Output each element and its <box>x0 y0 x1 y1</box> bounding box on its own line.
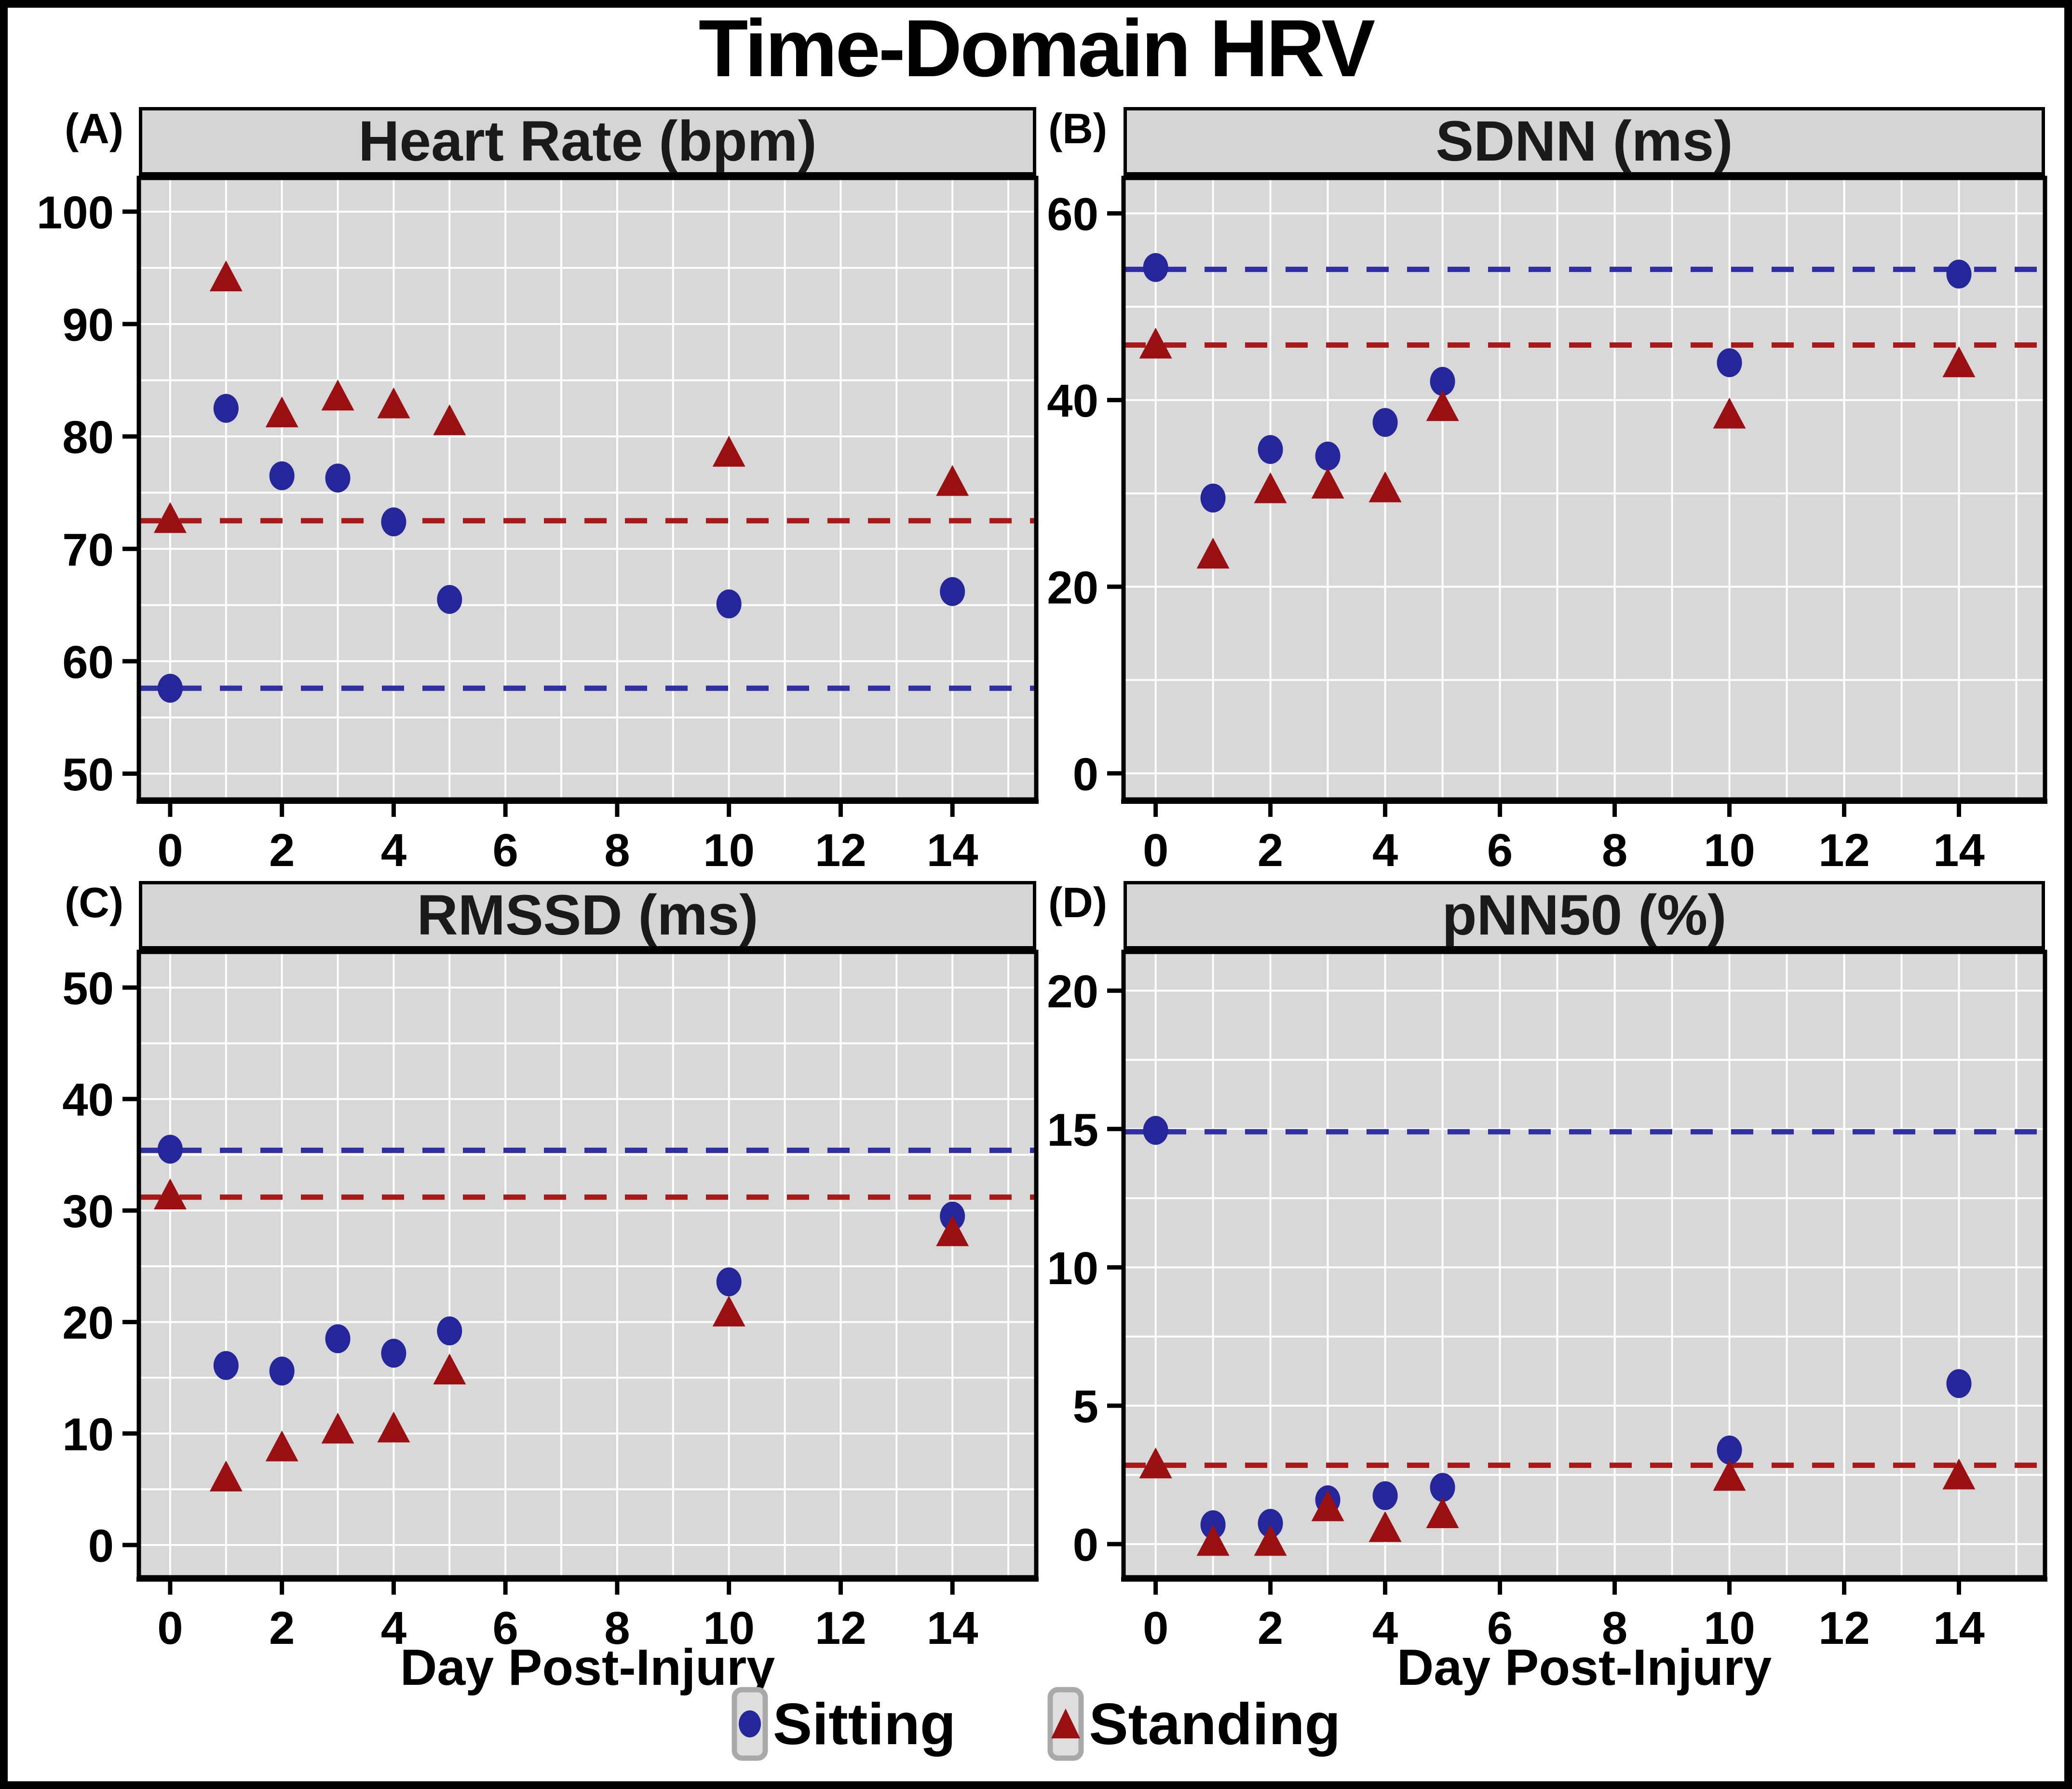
sitting-marker-icon <box>731 1687 768 1761</box>
svg-text:0: 0 <box>157 825 183 876</box>
svg-text:5: 5 <box>1073 1381 1098 1433</box>
svg-text:10: 10 <box>703 825 755 876</box>
svg-text:12: 12 <box>1818 825 1870 876</box>
svg-text:0: 0 <box>1143 1602 1168 1654</box>
x-axis-title-right: Day Post-Injury <box>1396 1639 1772 1696</box>
svg-text:6: 6 <box>492 825 518 876</box>
x-axis-title-left: Day Post-Injury <box>400 1639 775 1696</box>
svg-text:12: 12 <box>1818 1602 1870 1654</box>
legend-item-sitting: Sitting <box>731 1687 956 1761</box>
svg-text:90: 90 <box>62 299 114 351</box>
svg-text:4: 4 <box>381 1602 406 1654</box>
svg-text:80: 80 <box>62 412 114 463</box>
svg-text:6: 6 <box>1487 825 1513 876</box>
svg-text:6: 6 <box>492 1602 518 1654</box>
legend-item-standing: Standing <box>1047 1687 1341 1761</box>
svg-text:8: 8 <box>1602 1602 1627 1654</box>
svg-text:20: 20 <box>62 1297 114 1349</box>
panel-c-header: RMSSD (ms) <box>139 881 1036 952</box>
svg-text:8: 8 <box>1602 825 1627 876</box>
panel-a-header: Heart Rate (bpm) <box>139 107 1036 178</box>
panel-b-plot: 0 20 40 60 0 2 4 6 8 10 12 14 <box>1047 176 2047 876</box>
svg-text:8: 8 <box>604 825 630 876</box>
svg-text:20: 20 <box>1047 562 1098 613</box>
panel-b-header: SDNN (ms) <box>1124 107 2045 178</box>
svg-text:2: 2 <box>269 825 295 876</box>
figure-title: Time-Domain HRV <box>698 3 1375 94</box>
svg-text:100: 100 <box>37 187 114 238</box>
panel-d-plot: 0 5 10 15 20 0 2 4 6 8 10 12 14 <box>1047 949 2047 1654</box>
svg-text:10: 10 <box>1704 825 1755 876</box>
panel-a-plot: 50 60 70 80 90 100 0 2 4 6 8 10 12 14 <box>37 176 1039 876</box>
svg-text:0: 0 <box>1073 1519 1098 1571</box>
legend-label-standing: Standing <box>1089 1691 1341 1757</box>
svg-text:40: 40 <box>1047 375 1098 427</box>
svg-text:15: 15 <box>1047 1104 1098 1156</box>
panel-a-title: Heart Rate (bpm) <box>358 109 817 173</box>
svg-text:20: 20 <box>1047 966 1098 1017</box>
svg-text:50: 50 <box>62 749 114 800</box>
svg-text:14: 14 <box>927 1602 978 1654</box>
svg-text:2: 2 <box>269 1602 295 1654</box>
panel-a-tag: (A) <box>65 105 124 152</box>
panel-c-plot: 0 10 20 30 40 50 0 2 4 6 8 10 12 14 <box>62 949 1039 1654</box>
panel-b-tag: (B) <box>1048 105 1108 152</box>
svg-text:8: 8 <box>604 1602 630 1654</box>
svg-text:2: 2 <box>1258 1602 1283 1654</box>
svg-text:12: 12 <box>815 825 867 876</box>
svg-text:10: 10 <box>62 1409 114 1460</box>
legend-label-sitting: Sitting <box>772 1691 956 1757</box>
legend: Sitting Standing <box>8 1687 2064 1761</box>
svg-text:4: 4 <box>1372 825 1398 876</box>
svg-text:60: 60 <box>62 637 114 688</box>
svg-text:10: 10 <box>1047 1243 1098 1294</box>
panel-c-title: RMSSD (ms) <box>417 883 758 947</box>
svg-text:6: 6 <box>1487 1602 1513 1654</box>
svg-text:30: 30 <box>62 1186 114 1237</box>
svg-text:40: 40 <box>62 1074 114 1126</box>
svg-text:0: 0 <box>1143 825 1168 876</box>
svg-text:70: 70 <box>62 524 114 576</box>
svg-text:12: 12 <box>815 1602 867 1654</box>
standing-marker-icon <box>1047 1687 1084 1761</box>
svg-text:4: 4 <box>381 825 406 876</box>
panel-b-title: SDNN (ms) <box>1436 109 1733 173</box>
panel-c-tag: (C) <box>65 879 124 926</box>
svg-text:10: 10 <box>703 1602 755 1654</box>
svg-text:14: 14 <box>1933 1602 1985 1654</box>
svg-text:2: 2 <box>1258 825 1283 876</box>
svg-text:10: 10 <box>1704 1602 1755 1654</box>
panel-d-tag: (D) <box>1048 879 1108 926</box>
panel-d-title: pNN50 (%) <box>1442 883 1727 947</box>
svg-text:50: 50 <box>62 963 114 1015</box>
svg-text:0: 0 <box>88 1520 114 1572</box>
svg-text:4: 4 <box>1372 1602 1398 1654</box>
svg-text:14: 14 <box>1933 825 1985 876</box>
svg-text:14: 14 <box>927 825 978 876</box>
svg-text:60: 60 <box>1047 189 1098 240</box>
svg-text:0: 0 <box>157 1602 183 1654</box>
svg-text:0: 0 <box>1073 748 1098 800</box>
panel-d-header: pNN50 (%) <box>1124 881 2045 952</box>
